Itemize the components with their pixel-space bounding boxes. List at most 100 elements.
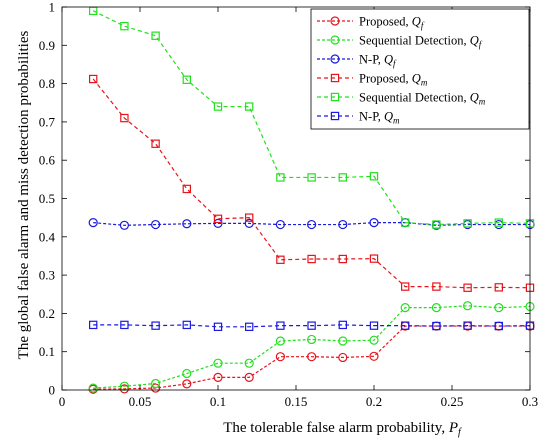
legend-symbol: Q <box>384 53 393 67</box>
data-point <box>401 321 410 330</box>
legend-symbol: Q <box>412 72 421 86</box>
data-point <box>151 219 161 230</box>
data-point <box>88 320 98 330</box>
legend-marker <box>330 92 340 102</box>
y-tick-label: 0 <box>49 383 56 398</box>
data-point <box>213 358 223 368</box>
data-point <box>213 214 223 223</box>
data-point <box>369 351 379 361</box>
y-tick-label: 0.9 <box>39 38 55 53</box>
legend-label: N-P, Qm <box>359 110 400 126</box>
series-line <box>92 78 531 289</box>
y-tick-label: 0.3 <box>39 268 55 283</box>
legend-marker <box>330 35 340 45</box>
series-1 <box>88 301 535 393</box>
data-point <box>432 321 441 331</box>
y-axis-label: The global false alarm and miss detectio… <box>16 31 32 360</box>
data-point <box>463 283 472 292</box>
data-point <box>245 102 254 111</box>
data-point <box>245 213 254 222</box>
series-line <box>93 222 530 226</box>
x-axis-label: The tolerable false alarm probability, P… <box>223 420 462 438</box>
y-tick-label: 1 <box>49 0 56 15</box>
data-point <box>494 283 504 292</box>
data-point <box>338 336 348 346</box>
legend-label: N-P, Qf <box>359 53 397 69</box>
x-tick-label: 0.15 <box>285 394 308 409</box>
series-line <box>93 325 530 390</box>
data-point <box>369 218 379 228</box>
data-point <box>307 254 316 264</box>
data-point <box>120 113 129 123</box>
data-point <box>432 282 441 291</box>
data-point <box>151 378 161 389</box>
data-point <box>276 321 285 330</box>
x-tick-label: 0.3 <box>522 394 538 409</box>
y-tick-label: 0.2 <box>39 306 55 321</box>
axes: 0 0.05 0.1 0.15 0.2 0.25 0.3 0 0.1 0.2 0.3 0.4 0.5 0.… <box>39 0 538 409</box>
data-point <box>401 218 410 227</box>
legend-label: Sequential Detection, Qm <box>359 91 486 107</box>
y-tick-label: 0.4 <box>39 229 56 244</box>
data-point <box>182 219 192 229</box>
data-point <box>182 368 192 379</box>
legend-symbol: Q <box>470 34 479 48</box>
legend-symbol-sub: m <box>479 97 486 107</box>
x-tick-label: 0.1 <box>210 394 226 409</box>
data-point <box>401 282 410 291</box>
data-point <box>276 173 285 182</box>
data-point <box>119 384 130 394</box>
data-point <box>213 322 223 332</box>
x-tick-label: 0.2 <box>366 394 382 409</box>
legend-label: Proposed, Qm <box>359 72 428 88</box>
data-point <box>494 303 504 313</box>
data-point <box>369 321 379 330</box>
y-tick-label: 0.8 <box>39 76 55 91</box>
data-point <box>120 320 129 330</box>
data-point <box>151 139 160 148</box>
x-axis-label-text: The tolerable false alarm probability, <box>223 420 449 436</box>
data-point <box>88 74 98 84</box>
series-0 <box>88 321 535 394</box>
legend-box <box>310 8 530 130</box>
legend-label: Sequential Detection, Qf <box>359 34 483 50</box>
series-line <box>93 324 531 328</box>
data-point <box>338 352 348 363</box>
data-point <box>463 321 472 330</box>
legend-name: Proposed, <box>359 15 412 29</box>
data-point <box>494 321 504 331</box>
legend-symbol-sub: m <box>393 116 400 126</box>
y-tick-label: 0.5 <box>39 191 55 206</box>
data-point <box>275 336 285 346</box>
data-point <box>119 220 130 230</box>
data-point <box>307 334 317 345</box>
legend-entry: Proposed, Qm <box>317 72 428 88</box>
data-point <box>244 372 254 382</box>
data-point <box>213 372 223 382</box>
y-tick-label: 0.6 <box>39 153 56 168</box>
data-point <box>463 301 473 311</box>
data-point <box>88 218 98 228</box>
data-point <box>494 218 504 227</box>
data-point <box>400 303 410 313</box>
data-point <box>88 383 98 393</box>
x-tick-label: 0.25 <box>441 394 464 409</box>
legend-marker <box>330 16 340 26</box>
legend-symbol-sub: f <box>421 21 425 31</box>
data-point <box>369 172 379 181</box>
legend-name: Sequential Detection, <box>359 34 470 48</box>
legend-name: N-P, <box>359 110 384 124</box>
data-point <box>151 321 160 330</box>
legend-name: Proposed, <box>359 72 412 86</box>
legend-symbol: Q <box>384 110 393 124</box>
series-line <box>93 305 531 389</box>
data-point <box>182 379 192 389</box>
data-point <box>275 219 285 230</box>
legend-marker <box>330 54 340 64</box>
legend-symbol-sub: f <box>393 59 397 69</box>
legend-symbol: Q <box>470 91 479 105</box>
legend-label: Proposed, Qf <box>359 15 425 31</box>
data-point <box>338 254 348 264</box>
